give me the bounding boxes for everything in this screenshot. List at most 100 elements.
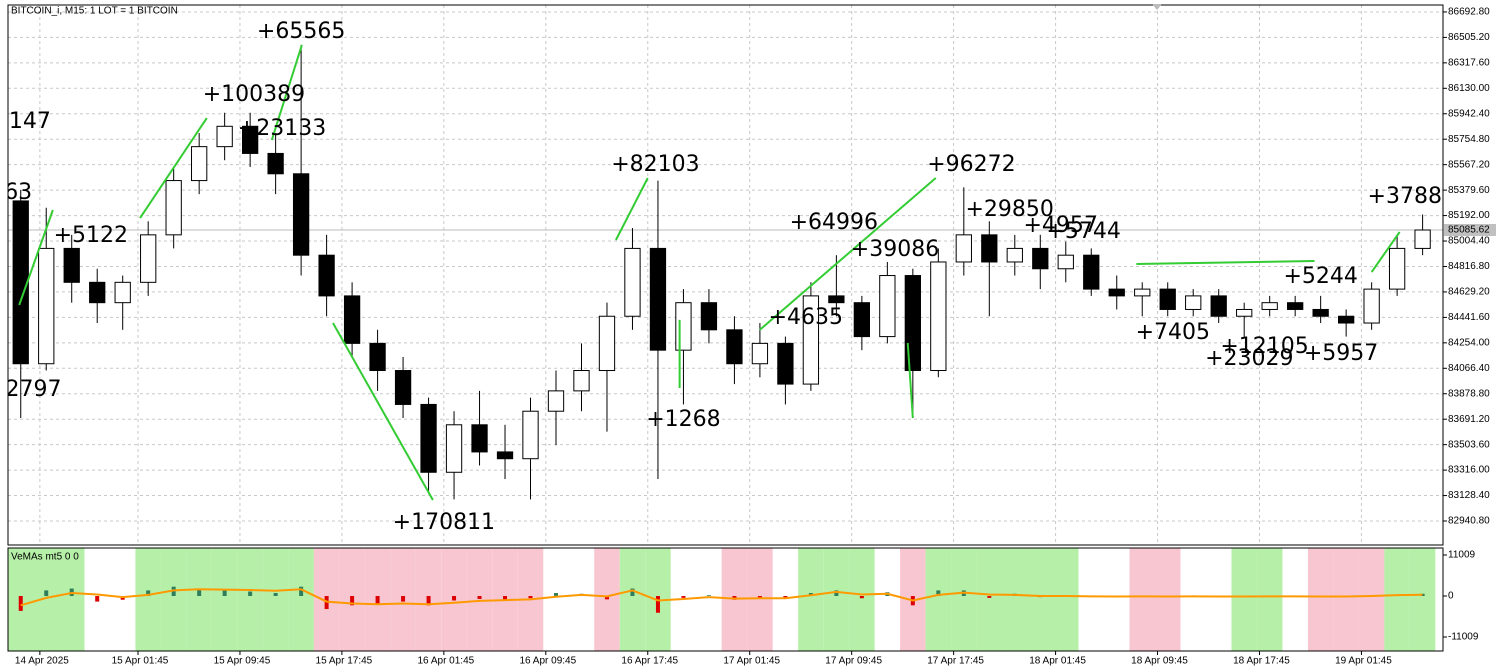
- histogram-bar: [757, 596, 762, 598]
- x-tick-label: 19 Apr 01:45: [1335, 656, 1392, 667]
- trend-band: [1256, 548, 1283, 651]
- profit-label: +5744: [1046, 219, 1120, 244]
- histogram-bar: [273, 593, 278, 597]
- candle-body: [1261, 302, 1278, 310]
- candle-body: [1159, 288, 1176, 310]
- histogram-bar: [528, 596, 533, 599]
- y-tick-label: 83503.60: [1448, 439, 1490, 450]
- candle-body: [1388, 247, 1406, 290]
- candle-body: [165, 180, 182, 236]
- candle-body: [343, 295, 361, 344]
- y-tick-label: 84066.40: [1448, 363, 1490, 374]
- histogram-bar: [375, 596, 380, 604]
- candle-body: [1083, 254, 1100, 290]
- candle-body: [598, 315, 616, 372]
- trend-band: [160, 548, 187, 651]
- histogram-bar: [222, 590, 227, 597]
- y-tick-label: 85379.60: [1448, 185, 1490, 196]
- profit-label: +23133: [238, 116, 326, 141]
- histogram-bar: [554, 593, 559, 597]
- chart-title: BITCOIN_i, M15: 1 LOT = 1 BITCOIN: [11, 6, 178, 17]
- candle-body: [267, 152, 284, 175]
- candle-body: [1363, 288, 1380, 324]
- x-tick-label: 16 Apr 09:45: [519, 656, 576, 667]
- profit-label: +65565: [257, 19, 345, 44]
- profit-label: +1268: [646, 407, 720, 432]
- trend-band: [619, 548, 646, 651]
- y-tick-label: 84441.60: [1448, 312, 1490, 323]
- y-tick-label: 84816.80: [1448, 261, 1490, 272]
- histogram-bar: [630, 588, 635, 597]
- candle-body: [955, 234, 972, 263]
- profit-label: +23029: [1205, 346, 1293, 371]
- histogram-bar: [95, 596, 100, 602]
- x-tick-label: 17 Apr 09:45: [825, 656, 882, 667]
- trend-band: [1129, 548, 1155, 651]
- candle-body: [1134, 288, 1151, 297]
- trend-band: [262, 548, 289, 651]
- trend-band: [1002, 548, 1028, 651]
- trend-band: [1027, 548, 1054, 651]
- histogram-bar: [426, 596, 431, 606]
- trend-band: [1307, 548, 1334, 651]
- current-price-label: 85085.62: [1448, 225, 1490, 236]
- candle-body: [879, 275, 896, 338]
- histogram-bar: [987, 596, 992, 598]
- candle-body: [1057, 254, 1074, 270]
- candle-body: [1210, 295, 1227, 317]
- x-tick-label: 18 Apr 09:45: [1131, 656, 1188, 667]
- main-frame: [7, 4, 1444, 546]
- trend-band: [1409, 548, 1436, 651]
- x-tick-label: 17 Apr 01:45: [723, 656, 780, 667]
- y-tick-label: 85567.20: [1448, 159, 1490, 170]
- trend-band: [849, 548, 875, 651]
- trade-line: [759, 177, 937, 331]
- candle-body: [1414, 229, 1431, 249]
- histogram-bar: [44, 590, 49, 597]
- x-tick-label: 16 Apr 17:45: [621, 656, 678, 667]
- profit-label: 63: [4, 180, 32, 205]
- y-tick-label: 0: [1448, 591, 1454, 602]
- histogram-bar: [859, 596, 864, 599]
- trend-band: [135, 548, 161, 651]
- indicator-frame: [7, 547, 1444, 652]
- candle-body: [777, 342, 794, 385]
- shift-marker: [1152, 4, 1162, 10]
- histogram-bar: [452, 596, 457, 601]
- candle-body: [751, 342, 769, 365]
- profit-label: +4957: [1023, 213, 1097, 238]
- trend-band: [1053, 548, 1079, 651]
- candle-body: [1312, 308, 1329, 317]
- profit-label: +3788: [1368, 184, 1442, 209]
- trade-line: [1136, 260, 1315, 266]
- y-tick-label: -11009: [1448, 632, 1479, 643]
- candle-body: [318, 254, 335, 297]
- x-tick-label: 15 Apr 01:45: [112, 656, 169, 667]
- profit-label: +29850: [965, 197, 1053, 222]
- candle-body: [216, 125, 233, 148]
- trade-line: [1370, 231, 1401, 273]
- candle-body: [140, 234, 157, 283]
- histogram-bar: [248, 591, 253, 597]
- trend-band: [1231, 548, 1257, 651]
- trend-band: [1384, 548, 1410, 651]
- candle-body: [1185, 295, 1202, 310]
- y-tick-label: 86130.00: [1448, 83, 1490, 94]
- histogram-bar: [350, 596, 355, 606]
- trend-band: [58, 548, 85, 651]
- trade-line: [615, 177, 649, 241]
- profit-label: 2797: [5, 377, 61, 402]
- trend-band: [594, 548, 620, 651]
- histogram-bar: [834, 590, 839, 597]
- candle-body: [726, 329, 743, 365]
- y-tick-label: 84629.20: [1448, 287, 1490, 298]
- candle-body: [471, 424, 488, 453]
- profit-label: +96272: [927, 152, 1015, 177]
- histogram-bar: [655, 596, 660, 613]
- y-tick-label: 84254.00: [1448, 337, 1490, 348]
- candle-body: [802, 295, 820, 385]
- profit-label: +5957: [1304, 341, 1378, 366]
- histogram-bar: [604, 596, 609, 600]
- histogram-bar: [197, 588, 202, 597]
